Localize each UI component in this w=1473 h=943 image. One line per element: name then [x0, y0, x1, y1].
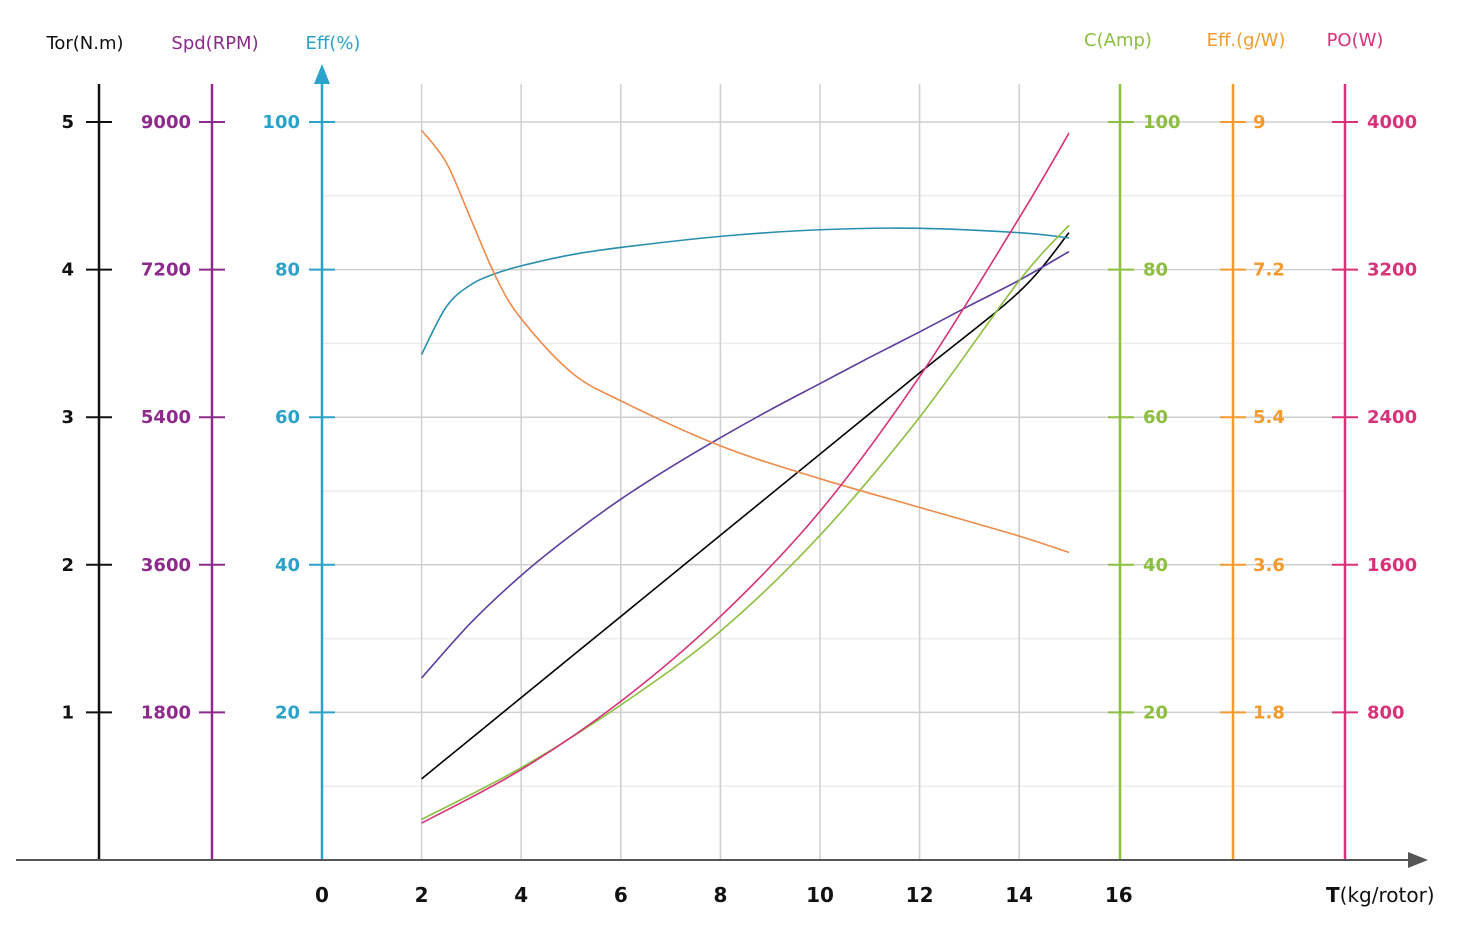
eff-tick-label: 80 — [275, 260, 300, 281]
gw-series-line — [420, 129, 1070, 554]
po-tick-label: 2400 — [1367, 407, 1417, 428]
tor-tick-label: 5 — [61, 112, 74, 133]
po-tick-label: 1600 — [1367, 555, 1417, 576]
tor-series-line — [421, 232, 1070, 780]
x-tick-label: 14 — [1005, 883, 1033, 907]
eff-tick-label: 20 — [275, 702, 300, 723]
po-tick-label: 4000 — [1367, 112, 1417, 133]
eff-series-line — [420, 227, 1070, 355]
po-axis-title: PO(W) — [1327, 30, 1384, 51]
x-axis-arrow-icon — [1408, 852, 1428, 868]
gw-tick-label: 5.4 — [1253, 407, 1285, 428]
spd-tick-label: 9000 — [141, 112, 191, 133]
eff-axis-title: Eff(%) — [306, 33, 361, 54]
tor-tick-label: 1 — [61, 702, 74, 723]
amp-tick-label: 80 — [1143, 260, 1168, 281]
x-tick-label: 6 — [614, 883, 628, 907]
eff-tick-label: 100 — [262, 112, 300, 133]
x-tick-label: 2 — [415, 883, 429, 907]
amp-tick-label: 60 — [1143, 407, 1168, 428]
eff-tick-label: 40 — [275, 555, 300, 576]
amp-tick-label: 100 — [1143, 112, 1181, 133]
po-series-line — [421, 132, 1070, 824]
x-tick-label: 8 — [713, 883, 727, 907]
x-tick-label: 4 — [514, 883, 528, 907]
eff-axis-arrow-icon — [314, 64, 330, 84]
spd-axis-title: Spd(RPM) — [171, 33, 258, 54]
spd-tick-label: 5400 — [141, 407, 191, 428]
gw-axis-title: Eff.(g/W) — [1207, 30, 1286, 51]
x-axis-title-symbol: T — [1326, 883, 1340, 907]
po-tick-label: 800 — [1367, 702, 1405, 723]
eff-tick-label: 60 — [275, 407, 300, 428]
tor-tick-label: 2 — [61, 555, 74, 576]
tor-tick-label: 3 — [61, 407, 74, 428]
amp-series-line — [421, 224, 1070, 821]
x-tick-label: 12 — [906, 883, 934, 907]
x-tick-label: 0 — [315, 883, 329, 907]
po-tick-label: 3200 — [1367, 260, 1417, 281]
gw-tick-label: 3.6 — [1253, 555, 1285, 576]
spd-tick-label: 1800 — [141, 702, 191, 723]
tor-tick-label: 4 — [61, 260, 74, 281]
x-axis-title: T(kg/rotor) — [1326, 883, 1435, 907]
tor-axis-title: Tor(N.m) — [45, 33, 123, 54]
spd-tick-label: 3600 — [141, 555, 191, 576]
gw-tick-label: 7.2 — [1253, 260, 1285, 281]
spd-tick-label: 7200 — [141, 260, 191, 281]
gw-tick-label: 1.8 — [1253, 702, 1285, 723]
x-tick-label: 10 — [806, 883, 834, 907]
x-tick-label: 16 — [1105, 883, 1133, 907]
gw-tick-label: 9 — [1253, 112, 1266, 133]
amp-tick-label: 40 — [1143, 555, 1168, 576]
x-axis-title-unit: (kg/rotor) — [1340, 883, 1435, 907]
amp-tick-label: 20 — [1143, 702, 1168, 723]
amp-axis-title: C(Amp) — [1084, 30, 1152, 51]
